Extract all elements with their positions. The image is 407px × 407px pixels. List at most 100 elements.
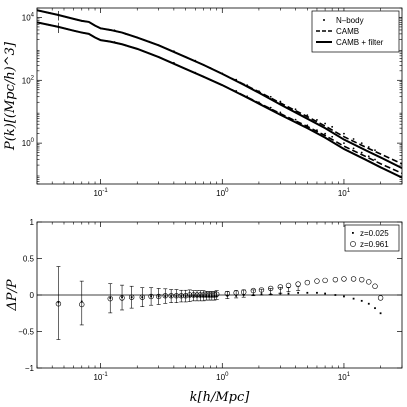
z0025-point — [269, 293, 272, 296]
top-y-axis-label: P(k)[(Mpc/h)^3] — [3, 41, 18, 151]
z0961-point — [211, 292, 218, 298]
nbody-point — [367, 146, 370, 148]
bottom-y-axis-label: ΔP/P — [5, 279, 20, 312]
bottom-x-tick-label: 100 — [216, 372, 229, 382]
top-legend-label: N–body — [336, 16, 364, 25]
nbody-point — [374, 149, 376, 151]
nbody-point — [99, 39, 102, 42]
nbody-point — [258, 90, 260, 93]
z0961-point — [304, 279, 311, 286]
top-x-tick-label: 100 — [216, 188, 229, 198]
z0961-point — [155, 293, 162, 300]
z0025-point — [192, 295, 195, 298]
z0025-point — [208, 295, 211, 298]
z0961-point — [139, 294, 145, 300]
nbody-point — [194, 59, 197, 62]
z0025-point — [164, 295, 167, 298]
z0025-point — [121, 296, 123, 299]
z0961-point — [107, 295, 113, 302]
z0025-point — [180, 295, 183, 298]
z0961-point — [203, 292, 210, 298]
z0961-point — [168, 293, 174, 299]
bottom-legend-label: z=0.025 — [360, 229, 389, 238]
nbody-point — [258, 101, 260, 104]
z0025-point — [157, 295, 160, 298]
legend-z0025-marker — [352, 232, 354, 234]
z0961-point — [350, 276, 357, 282]
z0025-point — [109, 297, 112, 299]
nbody-point — [221, 84, 224, 87]
z0961-point — [277, 284, 284, 290]
nbody-point — [324, 122, 327, 125]
z0961-point — [182, 293, 189, 299]
nbody-point — [157, 56, 160, 58]
nbody-point — [148, 52, 150, 55]
z0961-point — [258, 287, 265, 293]
nbody-point — [80, 19, 83, 22]
top-plot-area — [37, 9, 402, 179]
z0025-point — [130, 296, 133, 299]
z0025-point — [324, 292, 327, 295]
nbody-point — [316, 129, 318, 131]
nbody-point — [221, 72, 224, 75]
nbody-point — [184, 68, 187, 70]
z0961-point — [128, 294, 135, 300]
z0025-point — [184, 295, 187, 298]
nbody-point — [113, 41, 116, 43]
z0961-point — [148, 293, 154, 300]
top-y-tick-label: 100 — [22, 138, 35, 148]
z0961-point — [187, 292, 193, 298]
nbody-point — [136, 36, 139, 39]
top-y-tick-label: 102 — [22, 75, 35, 85]
top-legend-label: CAMB + filter — [336, 38, 384, 47]
z0025-point — [196, 295, 198, 298]
nbody-point — [136, 47, 139, 50]
top-legend: N–body CAMB CAMB + filter — [311, 10, 400, 53]
nbody-point — [124, 32, 127, 35]
nbody-point — [80, 31, 83, 34]
z0025-point — [202, 295, 205, 298]
z0961-point — [295, 281, 301, 287]
nbody-point — [306, 124, 309, 127]
bottom-y-tick-label: 1 — [30, 218, 35, 227]
nbody-point — [343, 142, 345, 145]
nbody-point — [316, 118, 318, 121]
z0961-point — [341, 276, 347, 282]
nbody-point — [148, 40, 150, 43]
nbody-point — [202, 75, 205, 78]
nbody-point — [209, 78, 212, 81]
z0025-point — [306, 291, 309, 294]
z0961-point — [162, 293, 168, 299]
nbody-point — [279, 100, 282, 103]
nbody-point — [352, 138, 355, 140]
z0961-point — [377, 295, 384, 301]
z0025-point — [279, 292, 282, 295]
z0025-point — [80, 300, 83, 303]
z0961-point — [214, 291, 220, 297]
nbody-point — [157, 44, 160, 47]
top-x-tick-label: 10-1 — [93, 188, 108, 198]
top-x-tick-label: 101 — [338, 188, 351, 198]
z0025-point — [188, 295, 191, 298]
bottom-legend: z=0.025 z=0.961 — [344, 224, 400, 252]
bottom-y-tick-label: −1 — [25, 364, 35, 373]
nbody-point — [235, 89, 238, 92]
top-legend-box — [311, 10, 400, 53]
nbody-point — [209, 67, 212, 69]
nbody-point — [360, 142, 363, 145]
z0025-point — [205, 295, 208, 298]
nbody-point — [306, 114, 309, 116]
z0961-point — [119, 295, 125, 301]
z0961-point — [322, 277, 328, 284]
bottom-y-tick-label: 0.5 — [23, 255, 35, 264]
nbody-point — [99, 27, 102, 30]
relative-difference-panel: 10-1 100 101 −1 −0.5 0 0.5 1 z=0.025 z=0.961 ΔP/P k… — [5, 218, 403, 405]
bottom-x-tick-label: 101 — [338, 372, 351, 382]
z0025-point — [242, 294, 245, 296]
z0961-point — [359, 276, 365, 283]
z0025-point — [287, 292, 290, 295]
z0961-point — [79, 301, 85, 308]
z0025-point — [235, 294, 238, 297]
z0961-point — [190, 292, 197, 298]
